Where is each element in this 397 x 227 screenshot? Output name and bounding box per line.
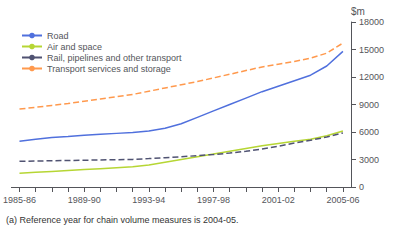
svg-text:Rail, pipelines and other tran: Rail, pipelines and other transport bbox=[47, 53, 182, 63]
svg-text:1997-98: 1997-98 bbox=[197, 195, 230, 205]
svg-text:2001-02: 2001-02 bbox=[262, 195, 295, 205]
svg-text:(a) Reference year for chain v: (a) Reference year for chain volume meas… bbox=[6, 215, 239, 225]
svg-text:1985-86: 1985-86 bbox=[3, 195, 36, 205]
svg-text:1989-90: 1989-90 bbox=[68, 195, 101, 205]
svg-text:6000: 6000 bbox=[359, 127, 379, 137]
svg-text:Transport services and storage: Transport services and storage bbox=[47, 64, 171, 74]
svg-text:12000: 12000 bbox=[359, 72, 384, 82]
svg-text:3000: 3000 bbox=[359, 155, 379, 165]
svg-text:0: 0 bbox=[359, 182, 364, 192]
svg-text:$m: $m bbox=[351, 6, 365, 17]
svg-text:Air and space: Air and space bbox=[47, 42, 102, 52]
svg-text:Road: Road bbox=[47, 31, 69, 41]
svg-text:9000: 9000 bbox=[359, 100, 379, 110]
svg-text:18000: 18000 bbox=[359, 17, 384, 27]
svg-text:2005-06: 2005-06 bbox=[326, 195, 359, 205]
svg-text:15000: 15000 bbox=[359, 45, 384, 55]
svg-text:1993-94: 1993-94 bbox=[132, 195, 165, 205]
